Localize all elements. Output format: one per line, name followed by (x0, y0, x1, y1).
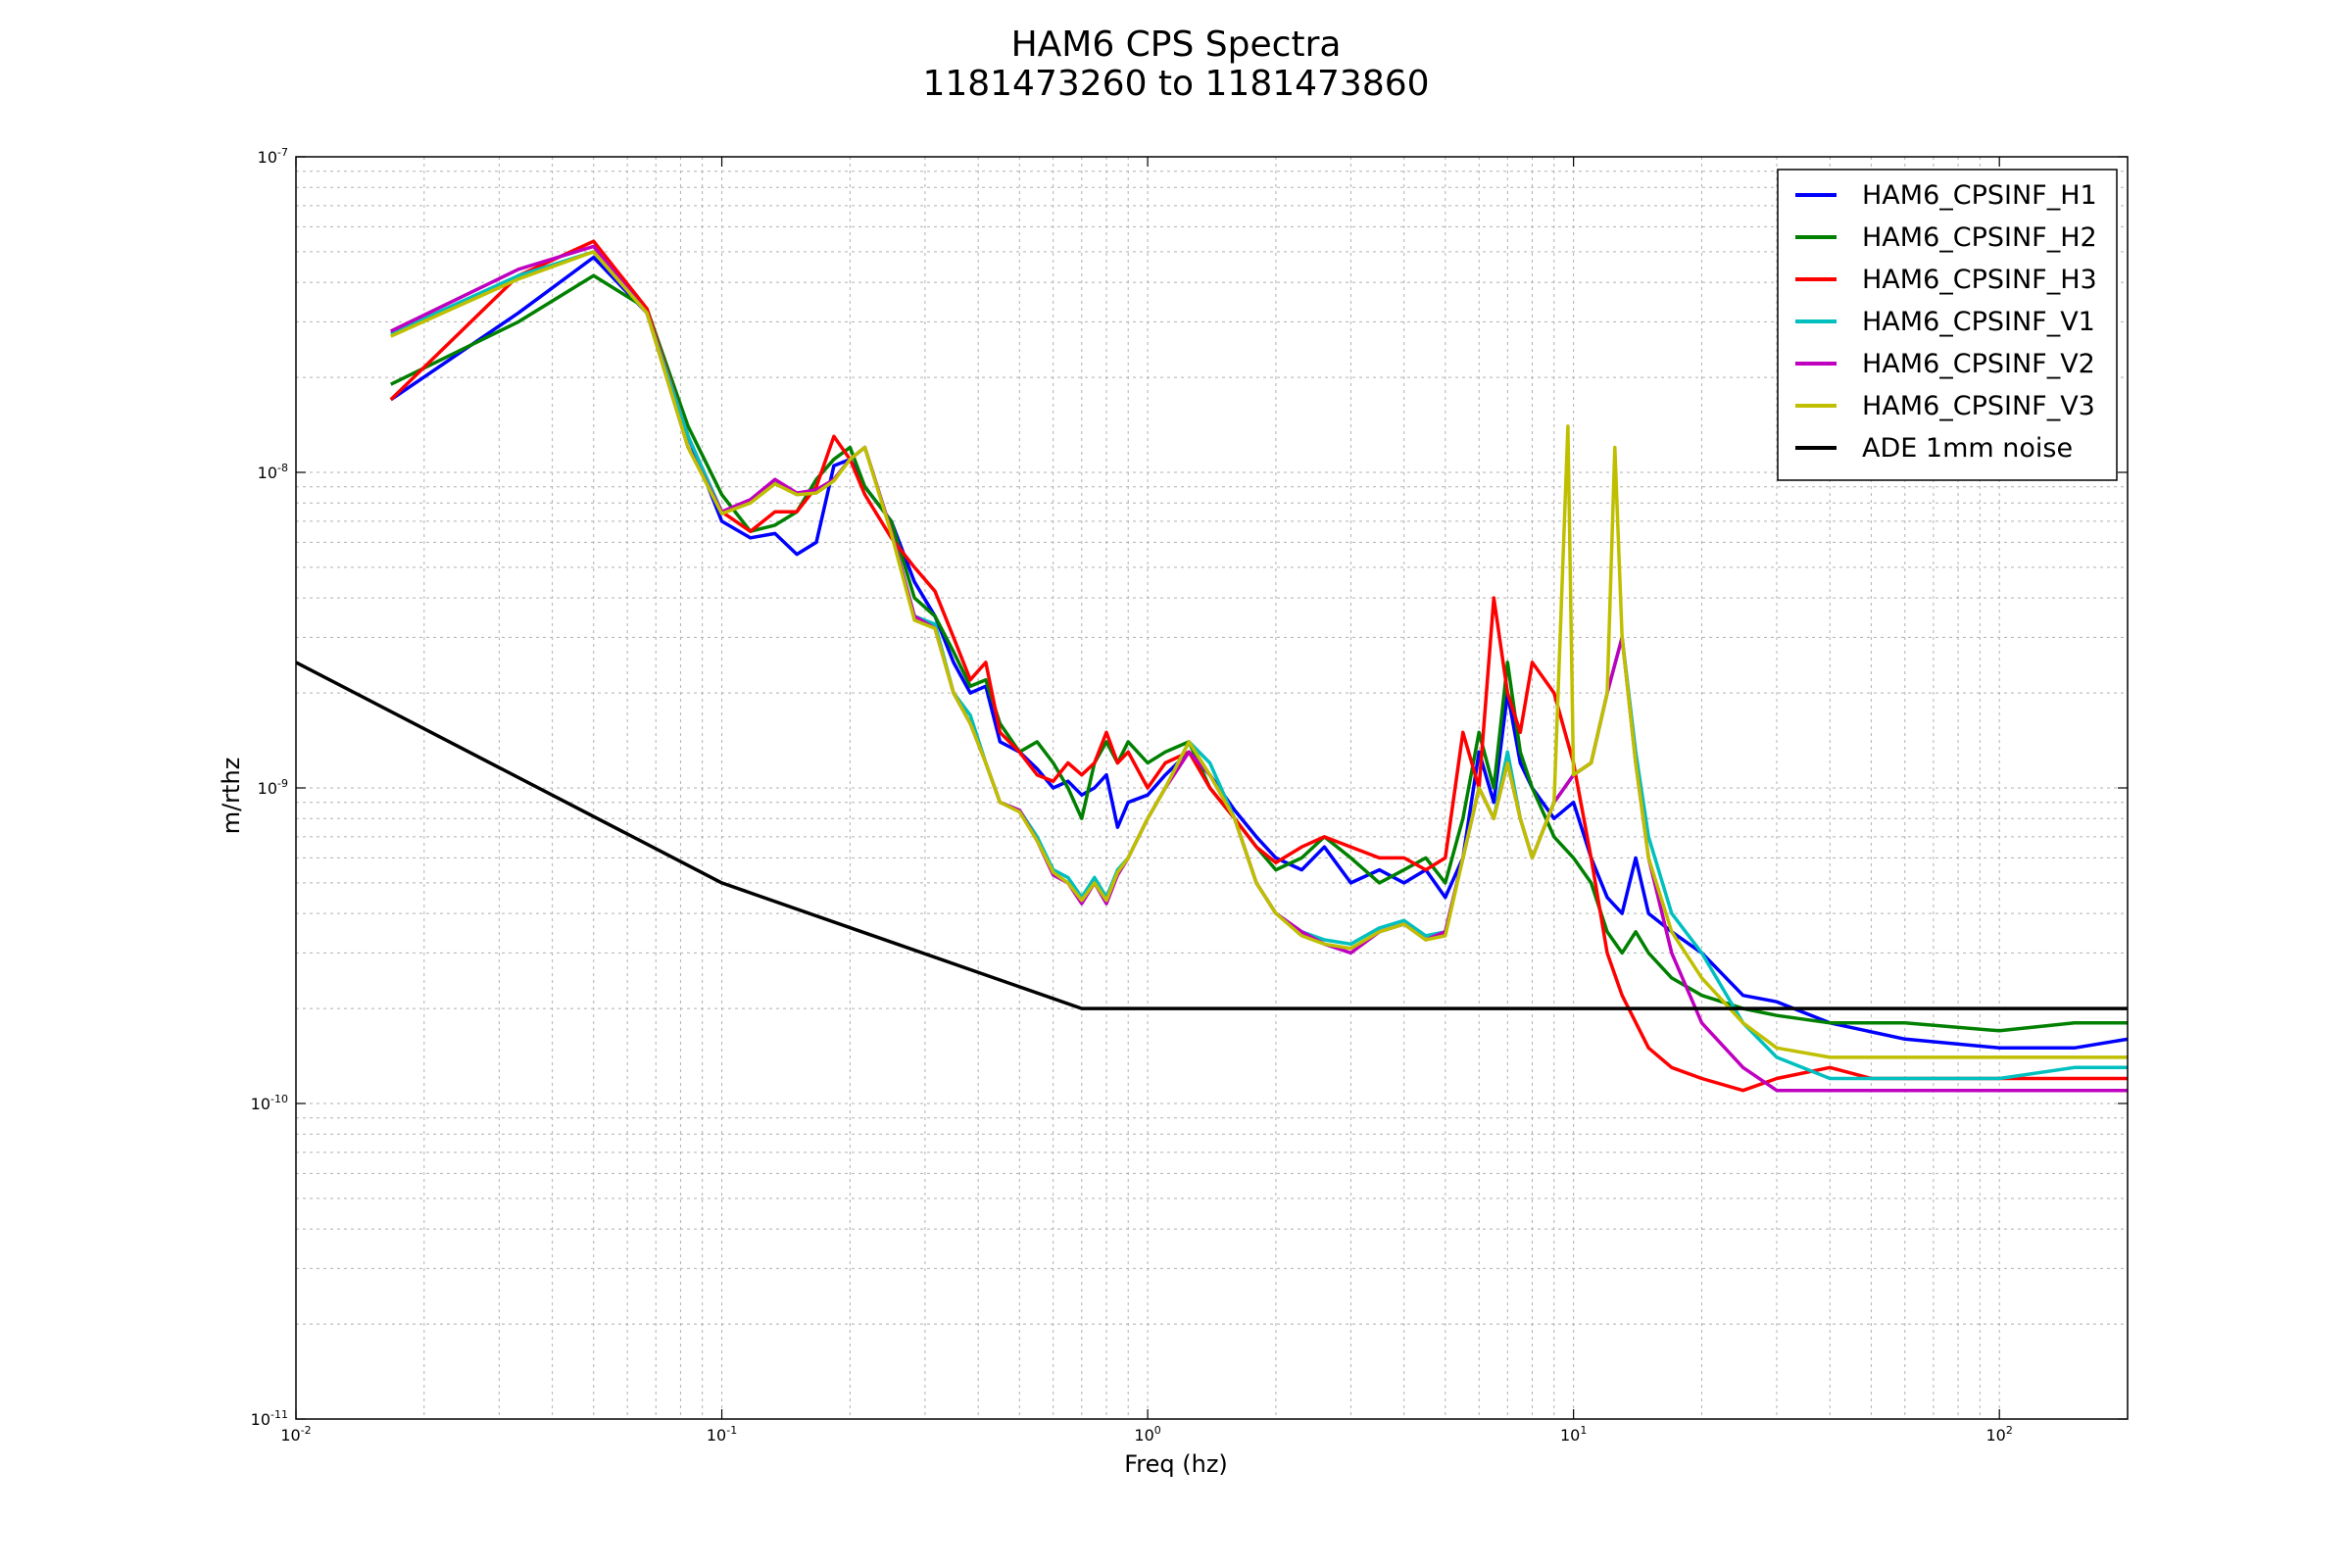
series-line-ade-1mm-noise (296, 661, 2128, 1010)
y-tick-label: 10-8 (258, 462, 288, 482)
x-tick-label: 10-1 (707, 1424, 737, 1445)
legend-label: HAM6_CPSINF_V1 (1862, 307, 2095, 337)
chart-title: HAM6 CPS Spectra (1010, 24, 1342, 65)
y-tick-label: 10-7 (258, 146, 288, 167)
y-tick-label: 10-11 (251, 1408, 288, 1429)
x-tick-label: 100 (1134, 1424, 1160, 1445)
y-tick-label: 10-9 (258, 777, 288, 798)
legend: HAM6_CPSINF_H1 HAM6_CPSINF_H2 HAM6_CPSINF_… (1777, 169, 2118, 481)
legend-label: HAM6_CPSINF_V2 (1862, 349, 2095, 379)
x-axis-label: Freq (hz) (1124, 1450, 1228, 1478)
y-tick-label: 10-10 (251, 1093, 288, 1113)
legend-label: HAM6_CPSINF_V3 (1862, 391, 2095, 421)
x-tick-label: 102 (1986, 1424, 2013, 1445)
legend-box (1777, 169, 2118, 481)
series-line-ham6-cpsinf-h3 (389, 239, 2128, 1093)
legend-label: HAM6_CPSINF_H1 (1862, 180, 2097, 211)
legend-label: HAM6_CPSINF_H3 (1862, 265, 2097, 295)
series-line-ham6-cpsinf-v3 (390, 250, 2128, 1059)
x-tick-label: 10-2 (280, 1424, 311, 1445)
legend-label: ADE 1mm noise (1862, 433, 2073, 464)
ticks: 10-2 10-1 100 101 102 10-11 10-10 10-9 10-8 10-7 (251, 146, 2128, 1445)
x-tick-label: 101 (1560, 1424, 1587, 1445)
series-lines (296, 239, 2128, 1093)
chart-subtitle: 1181473260 to 1181473860 (922, 64, 1430, 104)
legend-label: HAM6_CPSINF_H2 (1862, 222, 2097, 253)
